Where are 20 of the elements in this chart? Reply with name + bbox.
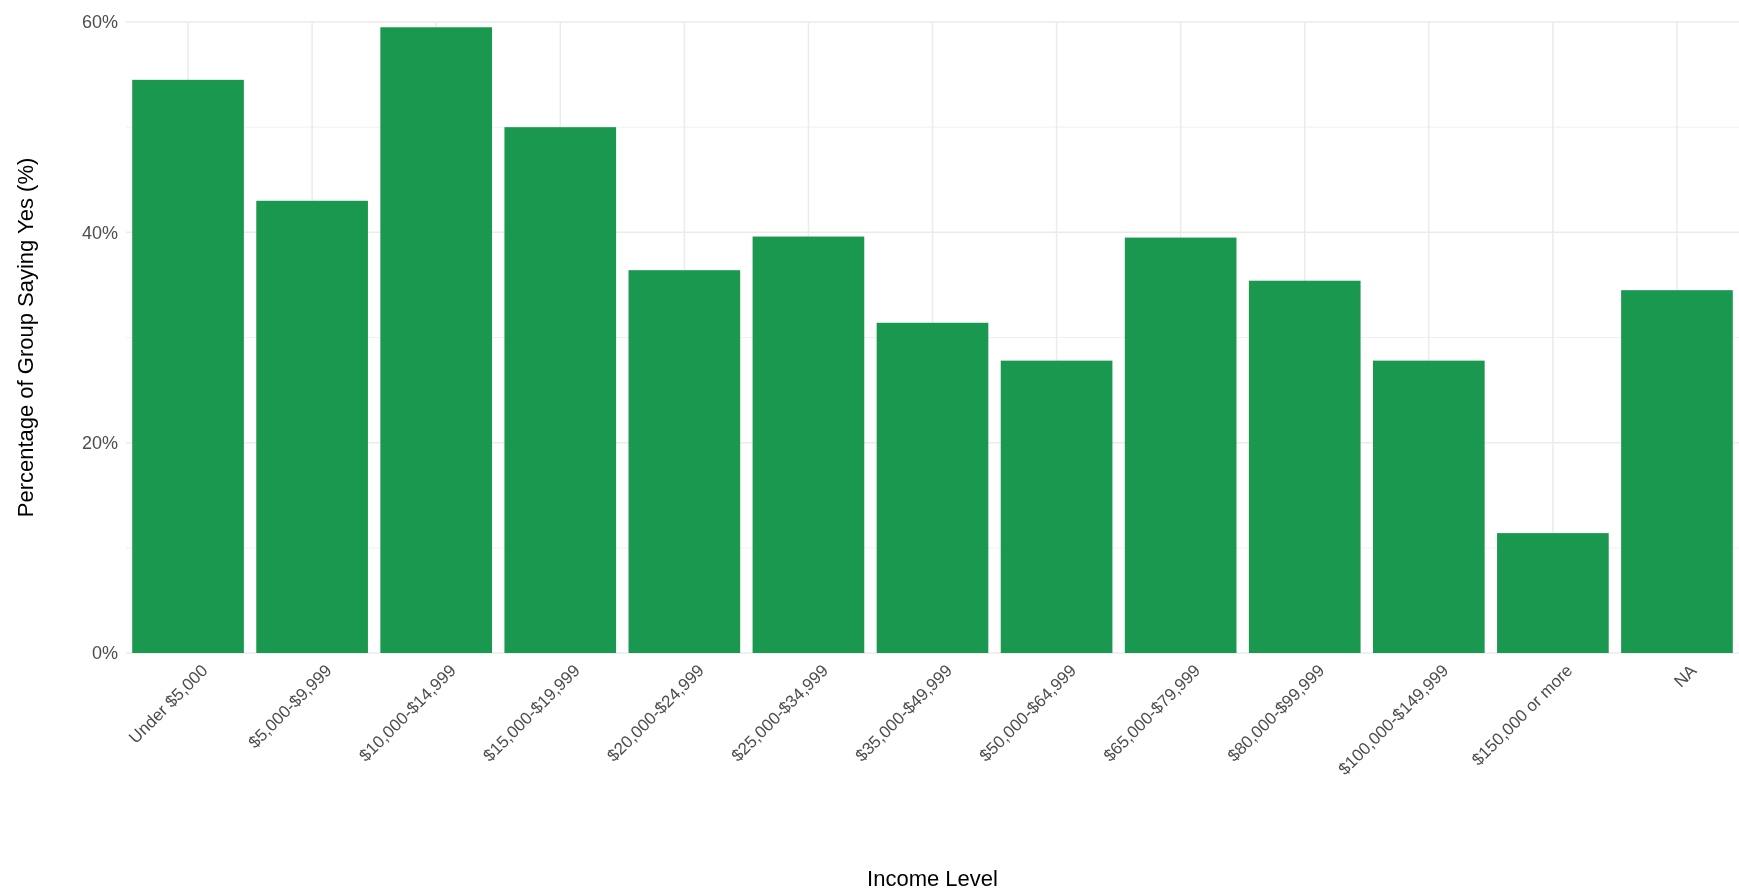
bar — [380, 27, 493, 653]
y-tick-label: 0% — [91, 643, 118, 664]
bar — [1000, 360, 1113, 653]
y-tick-label: 20% — [81, 432, 118, 453]
bar — [1124, 237, 1237, 653]
y-axis-title: Percentage of Group Saying Yes (%) — [13, 157, 38, 518]
x-axis-title: Income Level — [867, 866, 998, 891]
bar — [1497, 533, 1609, 653]
bar — [132, 79, 244, 653]
y-tick-label: 60% — [81, 12, 118, 33]
bar — [876, 322, 989, 653]
bar — [1248, 280, 1361, 653]
bar — [256, 200, 368, 653]
bar — [1372, 360, 1485, 653]
bar — [504, 127, 617, 653]
bar — [628, 270, 741, 653]
y-tick-label: 40% — [81, 222, 118, 243]
bar — [752, 236, 865, 653]
x-tick-label: NA — [1670, 660, 1701, 692]
bar — [1621, 290, 1733, 653]
